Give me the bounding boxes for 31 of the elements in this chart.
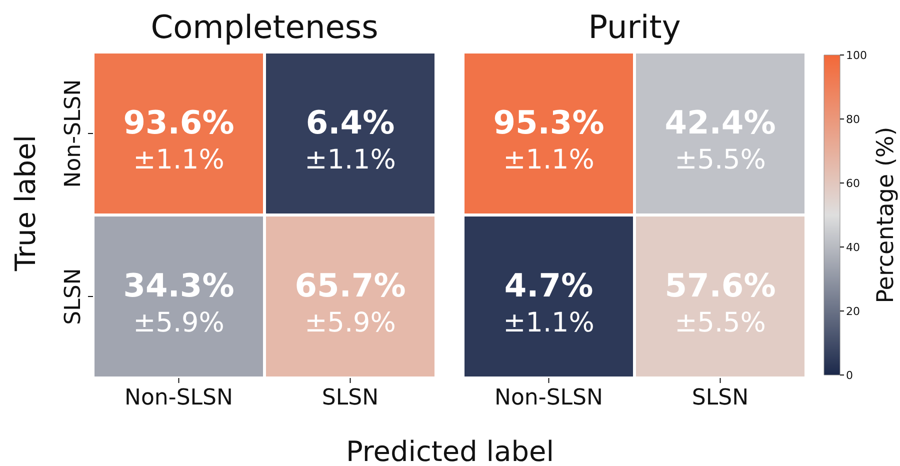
data-label: 65.7%: [294, 266, 406, 304]
x-tick-label: Non-SLSN: [494, 386, 603, 411]
y-axis-title: True label: [9, 134, 42, 272]
color-bar-label: 20: [846, 304, 860, 318]
chart-title: Completeness: [150, 8, 378, 46]
x-axis-title: Predicted label: [346, 435, 554, 466]
annotation: ±1.1%: [503, 144, 594, 176]
annotation: ±5.5%: [674, 308, 766, 338]
data-label: 6.4%: [306, 104, 395, 142]
data-label: 34.3%: [123, 266, 234, 304]
annotation: ±5.9%: [133, 308, 224, 338]
color-bar-label: 60: [846, 176, 860, 190]
color-bar-label: 0: [846, 368, 853, 382]
annotation: ±1.1%: [304, 144, 396, 176]
annotation: ±1.1%: [133, 144, 224, 176]
color-bar-title: Percentage (%): [873, 126, 899, 304]
data-label: 57.6%: [664, 266, 776, 304]
data-label: 93.6%: [123, 104, 234, 142]
chart-title: Purity: [588, 8, 681, 46]
x-tick-label: SLSN: [692, 386, 749, 411]
data-label: 95.3%: [493, 104, 604, 142]
x-tick-label: Non-SLSN: [124, 386, 233, 411]
data-label: 4.7%: [504, 266, 594, 304]
color-bar-label: 40: [846, 240, 860, 254]
annotation: ±5.5%: [674, 144, 766, 176]
annotation: ±5.9%: [304, 308, 396, 338]
color-bar-label: 100: [846, 48, 867, 62]
annotation: ±1.1%: [503, 308, 594, 338]
color-bar-label: 80: [846, 112, 860, 126]
data-label: 42.4%: [664, 104, 776, 142]
x-tick-label: SLSN: [322, 386, 379, 411]
